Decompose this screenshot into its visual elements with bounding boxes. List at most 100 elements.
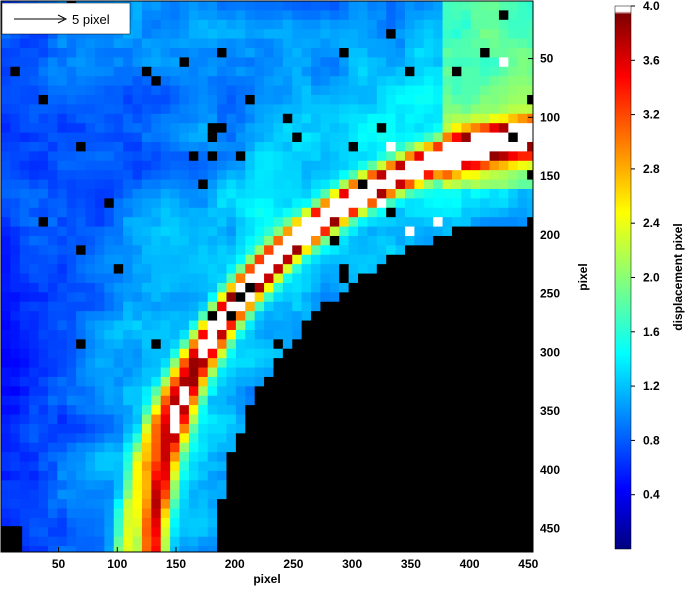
heatmap-cell [451, 386, 462, 397]
heatmap-cell [123, 329, 134, 340]
heatmap-cell [433, 508, 444, 519]
heatmap-cell [470, 264, 481, 275]
heatmap-cell [217, 151, 228, 162]
heatmap-cell [217, 160, 228, 171]
x-tick-label: 300 [342, 557, 362, 571]
heatmap-cell [1, 132, 11, 143]
heatmap-cell [273, 226, 284, 237]
heatmap-cell [527, 339, 533, 350]
heatmap-cell [29, 113, 40, 124]
heatmap-cell [282, 94, 293, 105]
heatmap-cell [395, 264, 406, 275]
heatmap-cell [339, 320, 350, 331]
heatmap-cell [480, 517, 491, 528]
heatmap-cell [273, 508, 284, 519]
heatmap-cell [207, 198, 218, 209]
heatmap-cell [170, 235, 181, 246]
heatmap-cell [179, 188, 190, 199]
heatmap-cell [245, 254, 256, 265]
heatmap-cell [235, 226, 246, 237]
heatmap-cell [254, 489, 265, 500]
heatmap-cell [527, 311, 533, 322]
heatmap-cell [226, 132, 237, 143]
heatmap-cell [226, 527, 237, 538]
heatmap-cell [94, 348, 105, 359]
heatmap-cell [94, 207, 105, 218]
heatmap-cell [282, 470, 293, 481]
heatmap-cell [517, 66, 528, 77]
heatmap-cell [132, 226, 143, 237]
heatmap-cell [254, 179, 265, 190]
heatmap-cell [348, 217, 359, 228]
heatmap-cell [273, 235, 284, 246]
heatmap-cell [517, 245, 528, 256]
heatmap-cell [57, 123, 68, 134]
heatmap-cell [301, 160, 312, 171]
heatmap-cell [480, 38, 491, 49]
heatmap-cell [47, 423, 58, 434]
heatmap-cell [423, 320, 434, 331]
heatmap-cell [254, 282, 265, 293]
heatmap-cell [376, 217, 387, 228]
heatmap-cell [414, 76, 425, 87]
heatmap-cell [113, 527, 124, 538]
heatmap-cell [160, 29, 171, 40]
heatmap-cell [527, 151, 533, 162]
heatmap-cell [282, 104, 293, 115]
heatmap-cell [339, 480, 350, 491]
heatmap-cell [395, 207, 406, 218]
heatmap-cell [348, 198, 359, 209]
heatmap-cell [151, 207, 162, 218]
heatmap-cell [94, 57, 105, 68]
heatmap-cell [57, 188, 68, 199]
heatmap-cell [508, 423, 519, 434]
colorbar-tick-label: 3.6 [643, 53, 660, 67]
heatmap-cell [273, 292, 284, 303]
heatmap-cell [226, 57, 237, 68]
heatmap-cell [376, 123, 387, 134]
heatmap-cell [123, 198, 134, 209]
heatmap-cell [320, 94, 331, 105]
heatmap-cell [282, 123, 293, 134]
heatmap-cell [10, 292, 21, 303]
heatmap-cell [104, 198, 115, 209]
heatmap-cell [104, 226, 115, 237]
heatmap-cell [386, 499, 397, 510]
heatmap-cell [339, 339, 350, 350]
heatmap-cell [179, 470, 190, 481]
heatmap-cell [498, 339, 509, 350]
heatmap-cell [301, 320, 312, 331]
heatmap-cell [264, 235, 275, 246]
heatmap-cell [282, 57, 293, 68]
heatmap-cell [451, 207, 462, 218]
heatmap-cell [47, 104, 58, 115]
heatmap-cell [10, 123, 21, 134]
heatmap-cell [367, 160, 378, 171]
heatmap-cell [395, 188, 406, 199]
heatmap-cell [320, 273, 331, 284]
heatmap-cell [489, 461, 500, 472]
heatmap-cell [76, 358, 87, 369]
heatmap-cell [489, 376, 500, 387]
heatmap-cell [66, 104, 77, 115]
heatmap-cell [311, 179, 322, 190]
heatmap-cell [226, 414, 237, 425]
heatmap-cell [235, 29, 246, 40]
heatmap-cell [29, 461, 40, 472]
heatmap-cell [433, 546, 444, 552]
heatmap-cell [29, 273, 40, 284]
heatmap-cell [245, 10, 256, 21]
heatmap-cell [94, 461, 105, 472]
heatmap-cell [423, 489, 434, 500]
heatmap-cell [301, 235, 312, 246]
heatmap-cell [66, 254, 77, 265]
heatmap-cell [207, 160, 218, 171]
heatmap-cell [113, 320, 124, 331]
heatmap-cell [367, 151, 378, 162]
heatmap-cell [508, 489, 519, 500]
heatmap-cell [141, 348, 152, 359]
heatmap-cell [170, 264, 181, 275]
heatmap-cell [123, 123, 134, 134]
heatmap-cell [179, 489, 190, 500]
heatmap-cell [329, 517, 340, 528]
